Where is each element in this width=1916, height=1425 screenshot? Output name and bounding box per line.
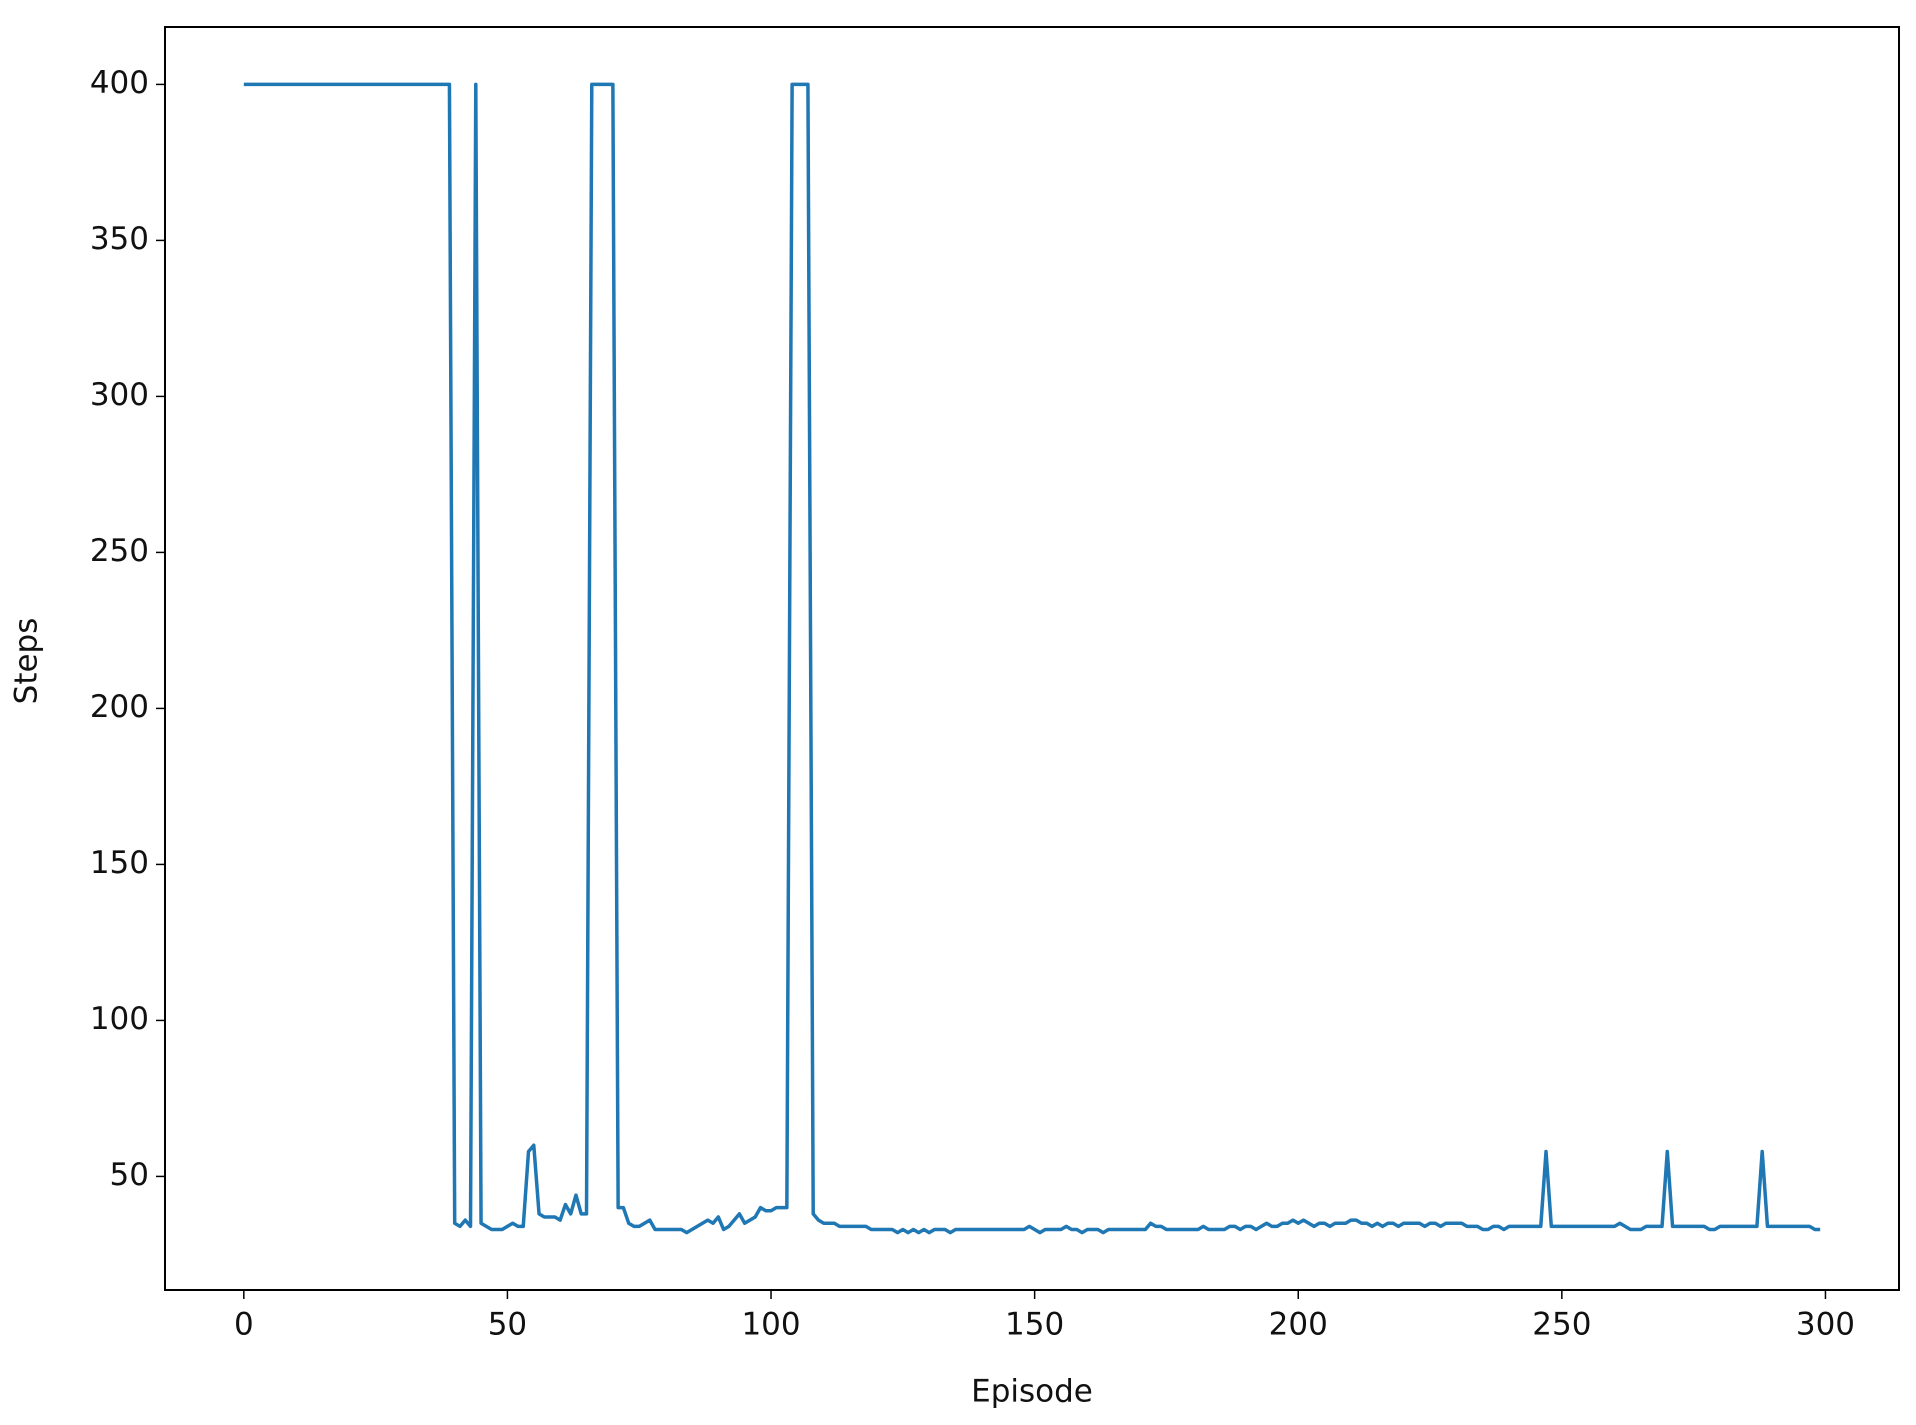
y-tick-label: 350 — [90, 221, 149, 257]
y-axis-label: Steps — [9, 618, 45, 705]
y-tick-label: 200 — [90, 689, 149, 725]
y-tick-label: 150 — [90, 845, 149, 881]
y-tick-label: 100 — [90, 1001, 149, 1037]
x-tick-label: 250 — [1532, 1307, 1591, 1343]
x-tick-label: 300 — [1796, 1307, 1855, 1343]
y-tick-label: 50 — [110, 1157, 149, 1193]
x-tick-label: 100 — [741, 1307, 800, 1343]
x-tick-label: 50 — [488, 1307, 527, 1343]
y-tick-label: 250 — [90, 533, 149, 569]
y-tick-label: 400 — [90, 65, 149, 101]
x-tick-label: 200 — [1269, 1307, 1328, 1343]
y-tick-label: 300 — [90, 377, 149, 413]
x-axis-label: Episode — [971, 1374, 1093, 1410]
plot-frame — [164, 26, 1900, 1291]
x-tick-label: 0 — [234, 1307, 254, 1343]
data-line — [243, 82, 1821, 1235]
x-tick-label: 150 — [1005, 1307, 1064, 1343]
